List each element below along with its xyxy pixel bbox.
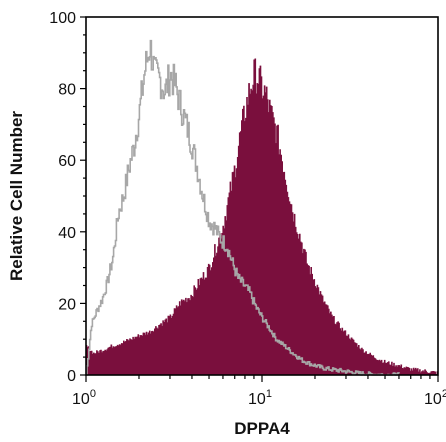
y-axis-ticks: 0 20 40 60 80 100 bbox=[49, 10, 86, 385]
plot-area bbox=[85, 39, 439, 376]
y-tick-label-60: 60 bbox=[58, 153, 76, 170]
x-axis-label: DPPA4 bbox=[234, 419, 290, 438]
x-tick-label-10: 101 bbox=[248, 388, 272, 408]
series-DPPA4-stained-area bbox=[85, 58, 439, 376]
x-tick-label-1: 100 bbox=[72, 388, 96, 408]
y-tick-label-20: 20 bbox=[58, 296, 76, 313]
y-axis-label: Relative Cell Number bbox=[7, 111, 26, 281]
y-tick-label-0: 0 bbox=[67, 368, 76, 385]
x-axis-ticks: 100 101 102 bbox=[72, 375, 446, 408]
series-isotype-control-line bbox=[86, 39, 400, 376]
x-tick-label-100: 102 bbox=[424, 388, 446, 408]
y-tick-label-100: 100 bbox=[49, 10, 76, 27]
y-tick-label-80: 80 bbox=[58, 82, 76, 99]
y-tick-label-40: 40 bbox=[58, 225, 76, 242]
